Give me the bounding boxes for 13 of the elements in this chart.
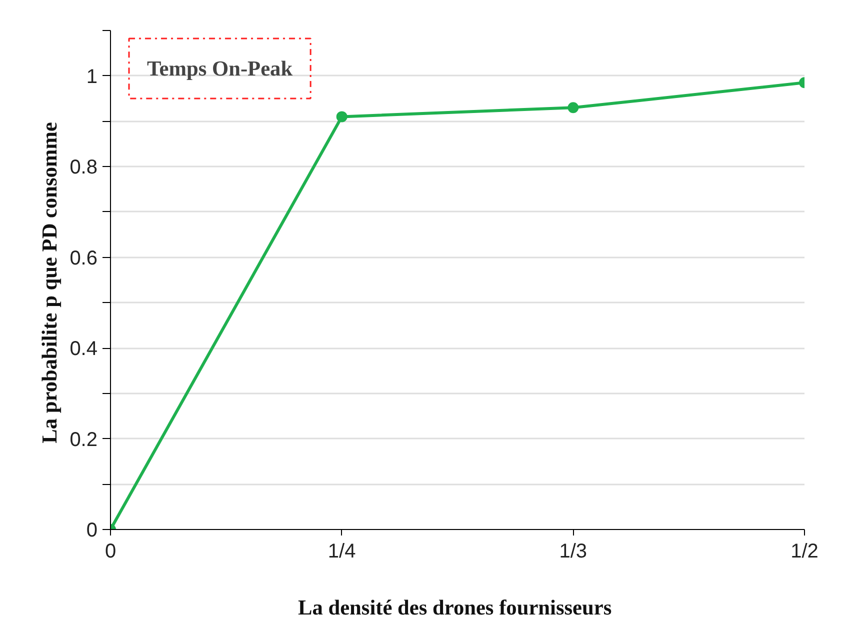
annotation: Temps On-Peak xyxy=(147,56,293,81)
y-tick-label: 0.4 xyxy=(70,338,98,360)
y-tick-label: 0.6 xyxy=(70,247,98,270)
y-tick-label: 0.8 xyxy=(70,156,98,179)
y-tick-label: 0 xyxy=(86,520,98,542)
x-tick-label: 1/3 xyxy=(559,540,588,562)
y-axis-title: La probabilite p que PD consomme xyxy=(38,122,62,444)
x-tick-label: 1/2 xyxy=(790,540,818,562)
x-tick-label: 1/4 xyxy=(328,540,356,562)
y-tick-label: 1 xyxy=(86,66,98,88)
x-tick-label: 0 xyxy=(104,540,116,562)
y-tick-label: 0.2 xyxy=(70,428,98,451)
x-axis-title: La densité des drones fournisseurs xyxy=(298,596,612,620)
